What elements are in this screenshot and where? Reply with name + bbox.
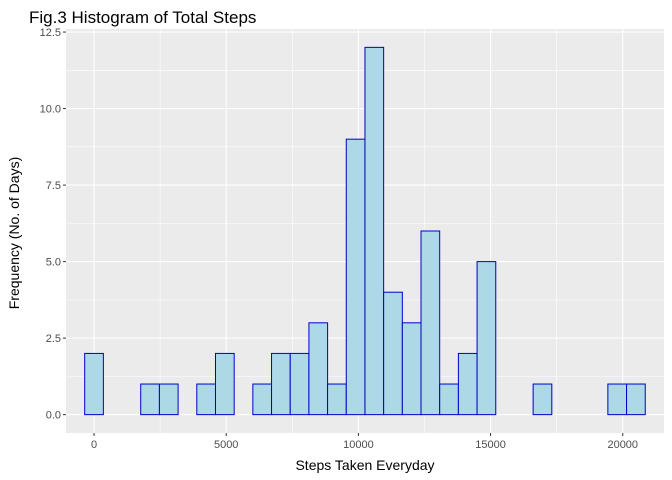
histogram-bar xyxy=(401,322,422,416)
y-tick-label: 0.0 xyxy=(46,410,61,422)
histogram-bar xyxy=(158,383,179,416)
histogram-bar xyxy=(308,322,329,416)
histogram-bar xyxy=(214,352,235,416)
x-axis-ticks: 0 5000 10000 15000 20000 xyxy=(91,433,638,451)
x-tick-label: 10000 xyxy=(343,439,374,451)
histogram-bars xyxy=(84,46,646,416)
x-axis-title: Steps Taken Everyday xyxy=(295,457,434,473)
histogram-bar xyxy=(626,383,646,416)
y-axis-ticks: 0.0 2.5 5.0 7.5 10.0 12.5 xyxy=(40,27,66,422)
x-tick-label: 20000 xyxy=(607,439,638,451)
histogram-bar xyxy=(607,383,628,416)
histogram-bar xyxy=(84,352,104,416)
x-tick-label: 15000 xyxy=(475,439,506,451)
y-tick-label: 2.5 xyxy=(46,333,61,345)
histogram-bar xyxy=(383,291,403,416)
histogram-bar xyxy=(252,383,273,416)
y-axis-title: Frequency (No. of Days) xyxy=(6,157,22,310)
histogram-bar xyxy=(271,352,291,416)
y-tick-label: 12.5 xyxy=(40,27,61,39)
histogram-bar xyxy=(420,230,441,416)
y-tick-label: 7.5 xyxy=(46,180,61,192)
histogram-bar xyxy=(364,46,385,416)
histogram-bar xyxy=(532,383,553,416)
chart-title: Fig.3 Histogram of Total Steps xyxy=(29,8,256,27)
y-tick-label: 5.0 xyxy=(46,257,61,269)
histogram-bar xyxy=(289,352,310,416)
histogram-bar xyxy=(457,352,478,416)
y-tick-label: 10.0 xyxy=(40,104,61,116)
histogram-bar xyxy=(439,383,459,416)
histogram-bar xyxy=(140,383,160,416)
x-tick-label: 5000 xyxy=(214,439,238,451)
histogram-bar xyxy=(196,383,216,416)
x-tick-label: 0 xyxy=(91,439,97,451)
histogram-bar xyxy=(476,261,497,416)
histogram-bar xyxy=(327,383,347,416)
histogram-bar xyxy=(345,138,366,416)
